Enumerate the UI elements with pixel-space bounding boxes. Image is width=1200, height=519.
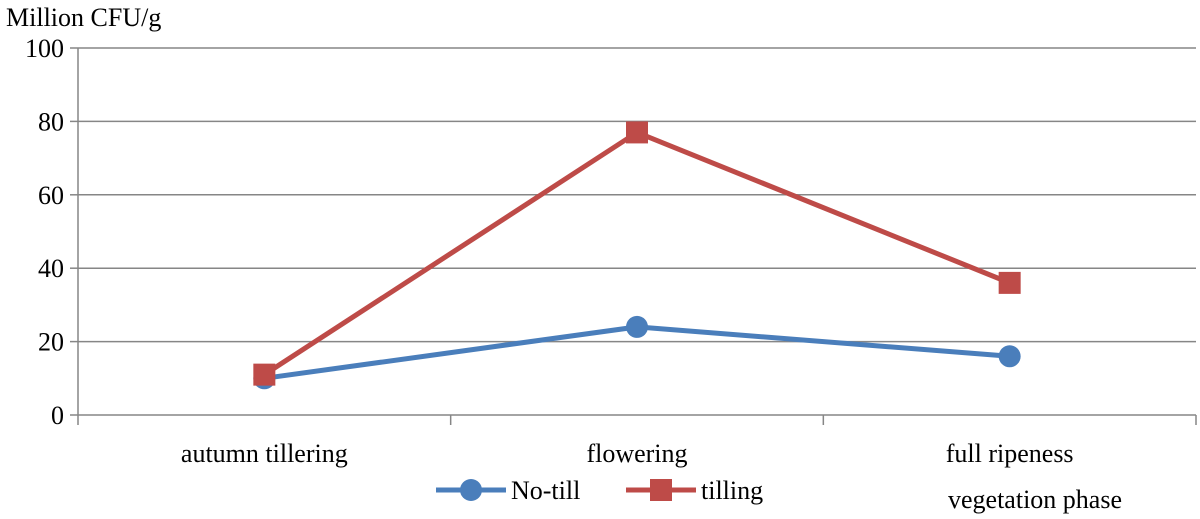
axes bbox=[70, 47, 1197, 425]
legend-label: tilling bbox=[701, 476, 763, 505]
data-point bbox=[626, 315, 648, 338]
data-point bbox=[626, 121, 648, 144]
y-tick-label: 80 bbox=[38, 107, 64, 136]
x-tick-label: full ripeness bbox=[946, 439, 1074, 468]
x-tick-labels: autumn tillering flowering full ripeness bbox=[181, 439, 1074, 468]
series-layer bbox=[253, 121, 1021, 390]
x-tick-label: flowering bbox=[586, 439, 687, 468]
legend-item: No-till bbox=[436, 476, 580, 505]
series-line bbox=[262, 129, 1011, 377]
y-tick-label: 0 bbox=[51, 401, 64, 430]
data-point bbox=[253, 363, 276, 386]
legend-item: tilling bbox=[626, 476, 763, 505]
y-tick-label: 60 bbox=[38, 181, 64, 210]
series-no-till bbox=[253, 315, 1021, 390]
x-axis-title: vegetation phase bbox=[948, 485, 1122, 514]
y-tick-labels: 0 20 40 60 80 100 bbox=[25, 34, 64, 430]
legend-marker bbox=[650, 479, 672, 501]
data-point bbox=[998, 345, 1021, 368]
gridlines bbox=[78, 47, 1196, 343]
legend-marker bbox=[460, 479, 482, 501]
data-point bbox=[998, 271, 1021, 294]
series-tilling bbox=[253, 121, 1021, 386]
x-tick-label: autumn tillering bbox=[181, 439, 348, 468]
legend-label: No-till bbox=[511, 476, 580, 505]
legend: No-till tilling bbox=[436, 476, 763, 505]
y-tick-label: 100 bbox=[25, 34, 64, 63]
y-tick-label: 40 bbox=[38, 254, 64, 283]
y-tick-label: 20 bbox=[38, 328, 64, 357]
y-axis-title: Million CFU/g bbox=[6, 3, 161, 32]
